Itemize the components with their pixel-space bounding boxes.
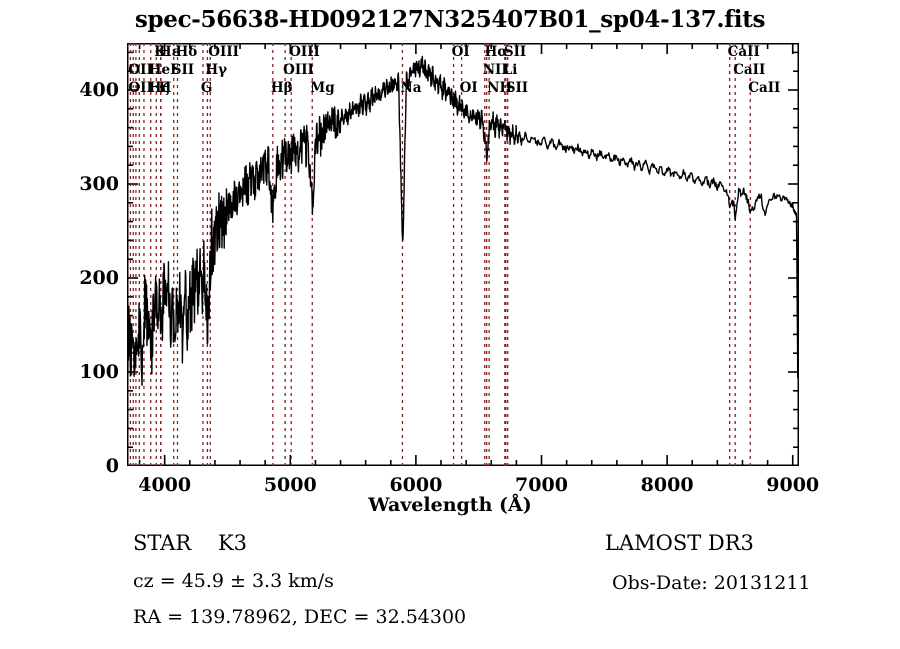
x-tick-label: 5000 [263,474,317,496]
y-tick-label: 400 [79,79,119,101]
spectrum-plot[interactable] [127,43,799,466]
spectral-line-label: K [154,44,166,60]
spectral-line-label: NII [482,62,508,78]
spectral-line-label: SII [503,44,527,60]
spectral-line-label: Li [502,62,518,78]
spectral-line-label: OII [128,80,153,96]
spectral-line-label: Hζ [148,80,170,96]
spectral-line-label: H [158,80,172,96]
x-tick-label: 6000 [389,474,443,496]
spectral-line-label: Hβ [270,80,293,96]
x-tick-label: 8000 [640,474,694,496]
object-class-value: STAR [133,531,192,555]
x-tick-label: 4000 [138,474,192,496]
spectral-line-label: OI [451,44,470,60]
observation-date: Obs-Date: 20131211 [612,572,811,594]
spectral-line-label: OIII [289,44,320,60]
survey-label: LAMOST DR3 [605,531,754,555]
y-tick-label: 0 [105,455,119,477]
spectral-line-label: NII [487,80,513,96]
x-tick-label: 9000 [766,474,820,496]
y-tick-label: 300 [79,173,119,195]
spectrum-canvas [127,43,799,466]
spectral-line-label: OIII [208,44,239,60]
spectral-line-label: Hε [158,44,180,60]
spectral-line-label: CaII [727,44,760,60]
x-tick-label: 7000 [515,474,568,496]
spectral-line-label: Na [400,80,422,96]
spectral-line-label: Hα [484,44,508,60]
object-subclass-value: K3 [217,531,247,555]
y-tick-label: 200 [79,267,119,289]
spectral-line-label: Hδ [175,44,198,60]
x-axis-label: Wavelength (Å) [368,494,532,516]
object-class: STAR K3 [133,531,247,555]
page-title: spec-56638-HD092127N325407B01_sp04-137.f… [134,6,766,33]
spectral-line-label: Hγ [205,62,228,78]
spectral-line-label: Mg [310,80,335,96]
spectral-line-label: CaII [748,80,781,96]
spectral-line-label: OII [128,62,153,78]
spectral-line-label: HeI [148,62,177,78]
spectral-line-label: SII [505,80,529,96]
spectral-line-label: CaII [733,62,766,78]
coordinates: RA = 139.78962, DEC = 32.54300 [133,606,467,628]
spectral-line-label: OI [459,80,478,96]
spectral-line-label: G [200,80,213,96]
redshift-velocity: cz = 45.9 ± 3.3 km/s [133,570,334,592]
y-tick-label: 100 [79,361,119,383]
spectral-line-label: SII [171,62,195,78]
spectral-line-label: OIII [283,62,314,78]
